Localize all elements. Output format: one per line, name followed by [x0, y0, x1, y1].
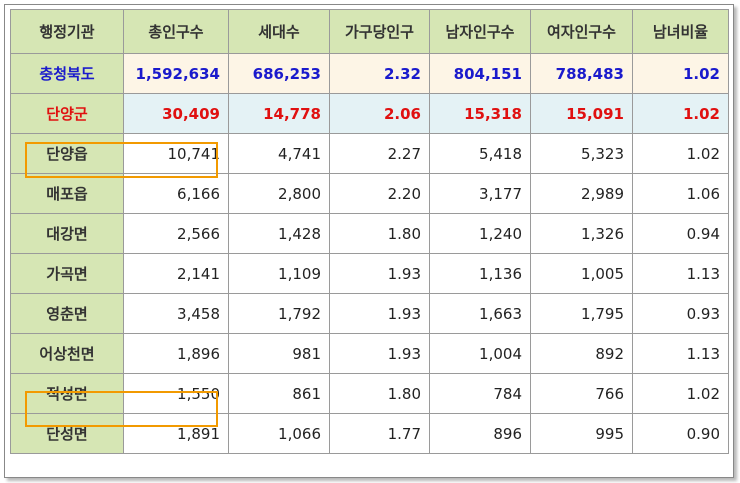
- header-male: 남자인구수: [429, 9, 531, 54]
- table-row: 충청북도 1,592,634 686,253 2.32 804,151 788,…: [10, 53, 729, 94]
- cell-total: 3,458: [123, 293, 229, 334]
- header-female: 여자인구수: [530, 9, 633, 54]
- cell-total: 1,896: [123, 333, 229, 374]
- cell-households: 1,109: [228, 253, 330, 294]
- cell-male: 15,318: [429, 93, 531, 134]
- cell-male: 5,418: [429, 133, 531, 174]
- cell-households: 2,800: [228, 173, 330, 214]
- cell-households: 981: [228, 333, 330, 374]
- cell-male: 896: [429, 413, 531, 454]
- table-row: 단양군 30,409 14,778 2.06 15,318 15,091 1.0…: [10, 93, 729, 134]
- header-per-household: 가구당인구: [329, 9, 430, 54]
- cell-female: 1,005: [530, 253, 633, 294]
- cell-ratio: 1.02: [632, 53, 729, 94]
- cell-households: 1,066: [228, 413, 330, 454]
- cell-total: 1,550: [123, 373, 229, 414]
- cell-female: 766: [530, 373, 633, 414]
- row-label: 단양읍: [10, 133, 124, 174]
- table-row: 대강면 2,566 1,428 1.80 1,240 1,326 0.94: [10, 213, 729, 254]
- cell-female: 2,989: [530, 173, 633, 214]
- cell-per-household: 1.80: [329, 373, 430, 414]
- table-frame: 행정기관 총인구수 세대수 가구당인구 남자인구수 여자인구수 남녀비율 충청북…: [4, 4, 734, 478]
- cell-male: 1,136: [429, 253, 531, 294]
- cell-female: 5,323: [530, 133, 633, 174]
- cell-total: 2,141: [123, 253, 229, 294]
- cell-per-household: 2.32: [329, 53, 430, 94]
- cell-ratio: 1.02: [632, 93, 729, 134]
- cell-per-household: 1.77: [329, 413, 430, 454]
- cell-ratio: 0.93: [632, 293, 729, 334]
- cell-total: 10,741: [123, 133, 229, 174]
- cell-per-household: 1.80: [329, 213, 430, 254]
- cell-per-household: 1.93: [329, 333, 430, 374]
- table-row: 어상천면 1,896 981 1.93 1,004 892 1.13: [10, 333, 729, 374]
- cell-ratio: 1.02: [632, 373, 729, 414]
- row-label: 단성면: [10, 413, 124, 454]
- header-row: 행정기관 총인구수 세대수 가구당인구 남자인구수 여자인구수 남녀비율: [10, 9, 729, 54]
- cell-total: 2,566: [123, 213, 229, 254]
- cell-ratio: 0.90: [632, 413, 729, 454]
- row-label: 적성면: [10, 373, 124, 414]
- row-label: 대강면: [10, 213, 124, 254]
- cell-total: 6,166: [123, 173, 229, 214]
- cell-male: 1,240: [429, 213, 531, 254]
- header-ratio: 남녀비율: [632, 9, 729, 54]
- cell-per-household: 1.93: [329, 293, 430, 334]
- cell-households: 861: [228, 373, 330, 414]
- cell-ratio: 1.13: [632, 333, 729, 374]
- table-row: 매포읍 6,166 2,800 2.20 3,177 2,989 1.06: [10, 173, 729, 214]
- cell-female: 892: [530, 333, 633, 374]
- cell-total: 30,409: [123, 93, 229, 134]
- cell-male: 804,151: [429, 53, 531, 94]
- header-households: 세대수: [228, 9, 330, 54]
- row-label: 단양군: [10, 93, 124, 134]
- header-total: 총인구수: [123, 9, 229, 54]
- cell-female: 788,483: [530, 53, 633, 94]
- header-admin: 행정기관: [10, 9, 124, 54]
- cell-male: 3,177: [429, 173, 531, 214]
- table-row: 적성면 1,550 861 1.80 784 766 1.02: [10, 373, 729, 414]
- row-label: 영춘면: [10, 293, 124, 334]
- row-label: 충청북도: [10, 53, 124, 94]
- table-row: 단성면 1,891 1,066 1.77 896 995 0.90: [10, 413, 729, 454]
- cell-female: 995: [530, 413, 633, 454]
- cell-per-household: 2.06: [329, 93, 430, 134]
- cell-ratio: 1.13: [632, 253, 729, 294]
- row-label: 어상천면: [10, 333, 124, 374]
- cell-ratio: 0.94: [632, 213, 729, 254]
- population-table: 행정기관 총인구수 세대수 가구당인구 남자인구수 여자인구수 남녀비율 충청북…: [10, 9, 729, 454]
- table-row: 단양읍 10,741 4,741 2.27 5,418 5,323 1.02: [10, 133, 729, 174]
- cell-ratio: 1.06: [632, 173, 729, 214]
- cell-households: 14,778: [228, 93, 330, 134]
- cell-female: 15,091: [530, 93, 633, 134]
- cell-households: 4,741: [228, 133, 330, 174]
- table-row: 가곡면 2,141 1,109 1.93 1,136 1,005 1.13: [10, 253, 729, 294]
- row-label: 가곡면: [10, 253, 124, 294]
- cell-total: 1,592,634: [123, 53, 229, 94]
- cell-households: 1,428: [228, 213, 330, 254]
- cell-female: 1,795: [530, 293, 633, 334]
- cell-ratio: 1.02: [632, 133, 729, 174]
- cell-per-household: 2.20: [329, 173, 430, 214]
- cell-male: 1,663: [429, 293, 531, 334]
- cell-per-household: 1.93: [329, 253, 430, 294]
- cell-total: 1,891: [123, 413, 229, 454]
- cell-households: 1,792: [228, 293, 330, 334]
- cell-households: 686,253: [228, 53, 330, 94]
- cell-per-household: 2.27: [329, 133, 430, 174]
- cell-male: 784: [429, 373, 531, 414]
- cell-male: 1,004: [429, 333, 531, 374]
- cell-female: 1,326: [530, 213, 633, 254]
- row-label: 매포읍: [10, 173, 124, 214]
- table-row: 영춘면 3,458 1,792 1.93 1,663 1,795 0.93: [10, 293, 729, 334]
